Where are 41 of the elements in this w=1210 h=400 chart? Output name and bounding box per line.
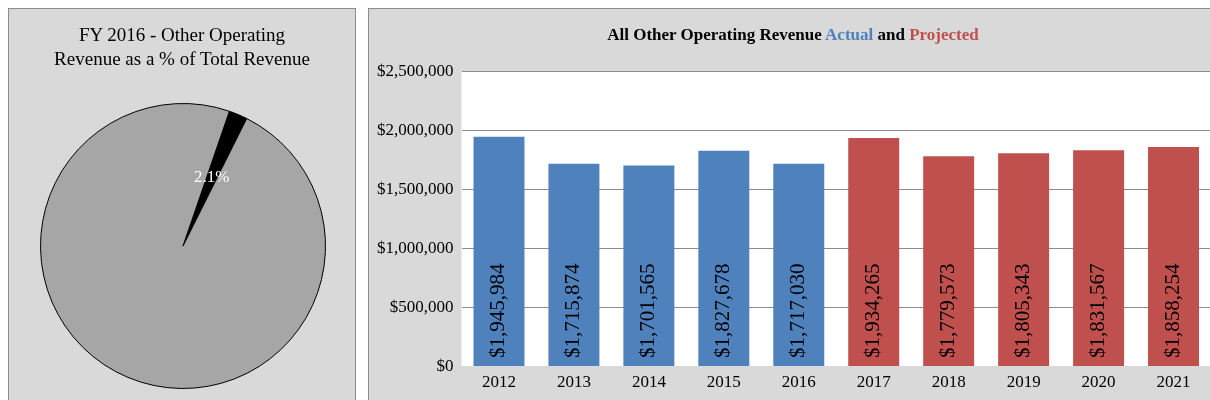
data-label: $1,717,030 (785, 263, 810, 359)
bar (548, 163, 600, 367)
y-tick-label: $0 (436, 356, 454, 376)
data-label: $1,701,565 (635, 263, 660, 359)
x-tick-label: 2018 (931, 372, 966, 392)
data-label: $1,945,984 (485, 263, 510, 359)
bar (623, 165, 675, 367)
y-tick-label: $1,500,000 (377, 178, 454, 198)
x-tick-label: 2016 (781, 372, 816, 392)
x-tick-label: 2014 (631, 372, 667, 392)
x-tick-label: 2012 (481, 372, 516, 392)
bar (998, 153, 1050, 367)
chart-title: All Other Operating Revenue (607, 25, 822, 44)
data-label: $1,858,254 (1160, 263, 1185, 359)
x-tick-label: 2020 (1081, 372, 1116, 392)
data-label: $1,827,678 (710, 263, 735, 359)
y-tick-label: $2,500,000 (377, 60, 454, 80)
bar (773, 163, 825, 367)
data-label: $1,779,573 (935, 263, 960, 359)
chart-title: FY 2016 - Other Operating Revenue as a % of Total Revenue (53, 23, 311, 71)
bar (698, 150, 750, 367)
text: Projected (909, 25, 979, 44)
x-tick-label: 2017 (856, 372, 892, 392)
data-label: $1,715,874 (560, 263, 585, 359)
data-label: $1,934,265 (860, 263, 885, 359)
y-tick-label: $2,000,000 (377, 119, 454, 139)
x-tick-label: 2019 (1006, 372, 1041, 392)
x-tick-label: 2015 (706, 372, 741, 392)
bar (923, 156, 975, 367)
text: and (877, 25, 905, 44)
text: Actual (825, 25, 874, 44)
x-tick-label: 2013 (556, 372, 591, 392)
bar (1073, 150, 1125, 367)
bar (1148, 147, 1200, 367)
bar (848, 138, 900, 367)
bar (473, 136, 525, 367)
data-label: $1,805,343 (1010, 263, 1035, 359)
y-tick-label: $1,000,000 (377, 237, 454, 257)
x-tick-label: 2021 (1156, 372, 1191, 392)
y-tick-label: $500,000 (389, 296, 454, 316)
data-label: $1,831,567 (1085, 263, 1110, 359)
